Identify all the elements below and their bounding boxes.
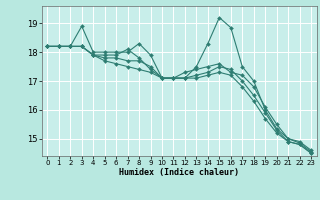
X-axis label: Humidex (Indice chaleur): Humidex (Indice chaleur) [119,168,239,177]
